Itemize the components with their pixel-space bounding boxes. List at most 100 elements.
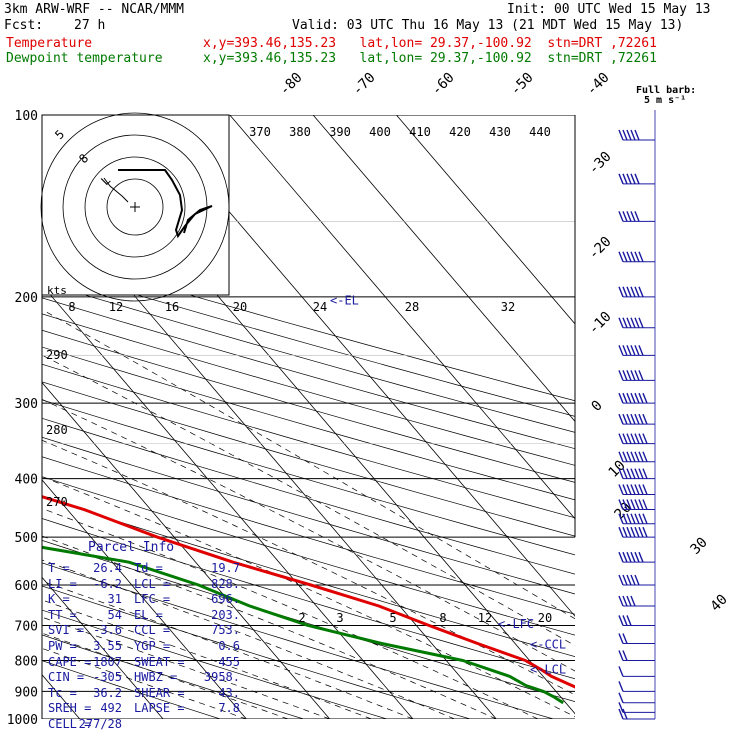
isotherm-label: 20 <box>612 500 635 523</box>
isotherm-line <box>396 115 575 325</box>
parcel-value: 1807 <box>93 654 122 669</box>
parcel-key: Td = <box>134 561 163 575</box>
isotherm-line <box>146 115 575 617</box>
pressure-tick-label: 300 <box>15 397 38 412</box>
barb-legend-units: 5 m s⁻¹ <box>644 95 686 106</box>
isotherm-label: -50 <box>508 70 537 99</box>
wind-barb-flag <box>622 451 628 462</box>
wind-barb-flag <box>642 433 648 444</box>
parcel-key: HWBZ = <box>134 670 178 685</box>
parcel-value: 7.8 <box>218 701 240 716</box>
hodograph-axis-label: 32 <box>501 300 515 314</box>
mixing-ratio-label: 3 <box>336 611 343 625</box>
wind-barb-flag <box>626 499 632 510</box>
parcel-key: T = <box>48 561 70 575</box>
wind-barb-flag <box>622 370 628 381</box>
wind-barb-flag <box>634 574 640 586</box>
wind-barb-flag <box>618 317 624 328</box>
wind-barb-flag <box>634 526 640 538</box>
moist-adiabat-line <box>42 535 497 719</box>
hodograph-axis-label: 12 <box>109 300 123 314</box>
isotherm-line <box>42 284 414 719</box>
wind-barb-flag <box>622 413 628 425</box>
wind-barb-flag <box>626 433 632 444</box>
isotherm-label: 10 <box>606 458 629 481</box>
wind-barb <box>618 702 655 713</box>
forecast-label: Fcst: <box>4 18 44 33</box>
pressure-tick-label: 400 <box>15 473 38 488</box>
parcel-key: K = <box>48 592 70 607</box>
hodograph-axis-label: 8 <box>68 300 75 314</box>
theta-e-label: 290 <box>46 348 68 362</box>
wind-barb-flag <box>618 708 624 720</box>
wind-barb-flag <box>638 413 644 425</box>
temperature-line <box>42 495 575 689</box>
hodograph-axis-label: 28 <box>405 300 419 314</box>
wind-barb-flag <box>626 451 632 462</box>
mixing-ratio-label: 8 <box>439 611 446 625</box>
barb-legend-title: Full barb: <box>636 85 696 96</box>
parcel-key: SREH = <box>48 701 92 716</box>
parcel-key: SWEAT = <box>134 654 185 669</box>
wind-barb-flag <box>626 551 632 563</box>
parcel-value: 455 <box>218 654 240 669</box>
wind-barb-flag <box>638 317 644 328</box>
wind-barb-flag <box>626 173 632 185</box>
wind-barb-flag <box>626 526 632 538</box>
wind-barb-flag <box>634 551 640 563</box>
wind-barb-flag <box>618 370 624 381</box>
wind-barb <box>618 484 655 496</box>
parcel-row: Tc = 36.2 SHEAR = 43. <box>48 686 240 702</box>
wind-barb-flag <box>638 513 644 524</box>
wind-barb-flag <box>618 513 624 524</box>
wind-barb-flag <box>634 173 640 185</box>
mixing-ratio-label: 20 <box>538 611 552 625</box>
wind-barb-flag <box>618 692 624 704</box>
dry-adiabat-line <box>42 456 575 615</box>
parcel-key: LI = <box>48 576 77 591</box>
parcel-key: LAPSE = <box>134 701 185 716</box>
wind-barb <box>618 286 655 298</box>
wind-barb-flag <box>618 129 624 141</box>
hodograph-ring <box>106 178 164 236</box>
parcel-value: 277/28 <box>78 716 122 731</box>
wind-barb-flag <box>634 286 640 298</box>
isotherm-label: -70 <box>350 70 379 99</box>
parcel-key: PW = <box>48 638 77 653</box>
moist-adiabat-line <box>42 632 289 719</box>
wind-barb <box>618 251 655 263</box>
parcel-value: 203. <box>211 607 240 622</box>
wind-barb <box>618 551 655 563</box>
wind-barb-flag <box>618 499 624 510</box>
parcel-key: CIN = <box>48 670 85 685</box>
wind-barb-flag <box>638 484 644 495</box>
wind-barb-flag <box>618 526 624 538</box>
wind-barb-flag <box>638 451 644 462</box>
wind-barb <box>618 681 655 692</box>
dry-adiabat-line <box>42 417 575 575</box>
parcel-value: 26.4 <box>93 561 122 575</box>
wind-barb-flag <box>630 173 636 185</box>
wind-barb-flag <box>634 317 640 328</box>
hodograph-axis-label: 16 <box>165 300 179 314</box>
wind-barb-flag <box>618 413 624 425</box>
wind-barb <box>618 526 655 538</box>
wind-barb-flag <box>638 551 644 563</box>
wind-barb-flag <box>630 286 636 298</box>
wind-barb-flag <box>630 433 636 444</box>
parcel-key: LCL = <box>134 576 171 591</box>
wind-barb-flag <box>626 251 632 263</box>
wind-barb-flag <box>626 392 632 404</box>
parcel-row: PW = 3.55 YGP = 0.6 <box>48 639 240 655</box>
parcel-row: TT = 54 EL = 203. <box>48 608 240 624</box>
dry-adiabat-line <box>42 634 304 719</box>
hodograph-ring <box>40 112 230 302</box>
hodograph-axis-label: 20 <box>233 300 247 314</box>
parcel-key: YGP = <box>134 638 171 653</box>
level-annotation: <-LCL <box>530 662 566 676</box>
theta-label: 390 <box>329 125 351 139</box>
wind-barb <box>618 413 655 425</box>
wind-barb-flag <box>622 574 628 586</box>
wind-barb-flag <box>642 526 648 538</box>
parcel-row: CELL =277/28 <box>48 717 240 733</box>
